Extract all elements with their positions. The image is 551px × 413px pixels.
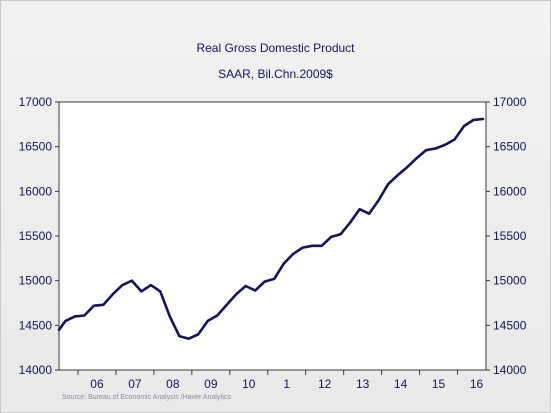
y-tick-label-right: 14000 bbox=[493, 363, 527, 377]
plot-area bbox=[58, 101, 487, 371]
x-tick-label: 06 bbox=[90, 377, 104, 391]
y-tick-label-left: 14000 bbox=[19, 363, 53, 377]
gdp-series-line bbox=[57, 117, 485, 340]
source-note: Source: Bureau of Economic Analysis /Hav… bbox=[62, 394, 231, 401]
x-tick-label: 1 bbox=[283, 377, 290, 391]
x-tick-label: 16 bbox=[470, 377, 484, 391]
x-tick-label: 15 bbox=[432, 377, 446, 391]
y-tick-label-right: 17000 bbox=[493, 95, 527, 109]
x-tick-label: 08 bbox=[166, 377, 180, 391]
y-tick-label-left: 15500 bbox=[19, 229, 53, 243]
x-tick-label: 12 bbox=[318, 377, 332, 391]
y-tick-label-right: 15500 bbox=[493, 229, 527, 243]
chart-title: Real Gross Domestic Product bbox=[196, 41, 355, 55]
y-tick-label-left: 17000 bbox=[19, 95, 53, 109]
x-tick-label: 13 bbox=[356, 377, 370, 391]
y-tick-label-left: 15000 bbox=[19, 274, 53, 288]
x-axis: 06 07 08 09 10 1 12 13 14 15 16 bbox=[77, 370, 484, 391]
y-tick-label-right: 16500 bbox=[493, 140, 527, 154]
y-tick-label-left: 16000 bbox=[19, 184, 53, 198]
y-tick-label-left: 16500 bbox=[19, 140, 53, 154]
y-axis-left: 14000 14500 15000 15500 16000 16500 17000 bbox=[19, 95, 59, 377]
y-tick-label-right: 16000 bbox=[493, 184, 527, 198]
y-tick-label-right: 14500 bbox=[493, 318, 527, 332]
series-layer bbox=[57, 117, 485, 340]
x-tick-label: 07 bbox=[128, 377, 142, 391]
x-tick-label: 10 bbox=[242, 377, 256, 391]
y-tick-label-right: 15000 bbox=[493, 274, 527, 288]
x-tick-label: 09 bbox=[204, 377, 218, 391]
chart-subtitle: SAAR, Bil.Chn.2009$ bbox=[218, 67, 333, 81]
y-axis-right: 14000 14500 15000 15500 16000 16500 17000 bbox=[486, 95, 527, 377]
y-tick-label-left: 14500 bbox=[19, 318, 53, 332]
x-tick-label: 14 bbox=[394, 377, 408, 391]
